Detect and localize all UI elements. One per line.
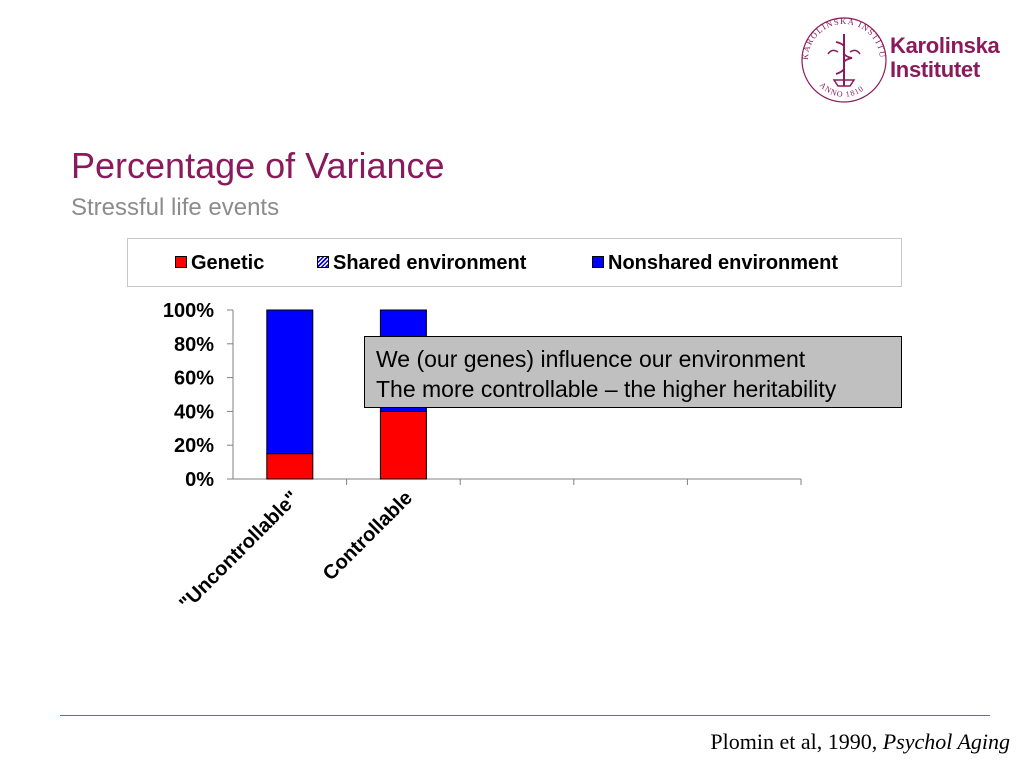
citation: Plomin et al, 1990, Psychol Aging <box>710 729 1010 755</box>
y-axis: 0% 20% 40% 60% 80% 100% <box>163 300 234 491</box>
y-tick-label: 40% <box>174 401 214 423</box>
karolinska-seal-icon: KAROLINSKA INSTITUTET ANNO 1810 <box>798 14 887 103</box>
logo-name-line1: Karolinska <box>890 33 1000 58</box>
logo-name-line2: Institutet <box>890 57 980 82</box>
legend-item-shared-environment: Shared environment <box>317 252 526 274</box>
page-subtitle: Stressful life events <box>71 194 280 221</box>
legend-item-nonshared-environment: Nonshared environment <box>592 252 838 274</box>
citation-journal: Psychol Aging <box>882 729 1010 754</box>
category-labels: "Uncontrollable" Controllable <box>175 487 417 615</box>
callout-line2: The more controllable – the higher herit… <box>376 376 837 402</box>
y-tick-label: 0% <box>185 469 214 491</box>
stacked-bar-chart: 0% 20% 40% 60% 80% 100% "Uncontrollable" Contr… <box>163 300 802 615</box>
citation-authors: Plomin et al, 1990, <box>710 729 883 754</box>
callout-box: We (our genes) influence our environment… <box>364 336 902 408</box>
bar-segment-nonshared-environment-1 <box>266 309 314 455</box>
y-tick-label: 60% <box>174 368 214 390</box>
y-tick-label: 100% <box>163 300 214 322</box>
legend-swatch-nonshared-environment <box>592 256 604 268</box>
legend-label-shared-environment: Shared environment <box>333 252 527 274</box>
legend-swatch-shared-environment <box>317 256 329 268</box>
karolinska-logo: KAROLINSKA INSTITUTET ANNO 1810 Karolins… <box>798 14 1008 106</box>
legend-item-genetic: Genetic <box>175 252 264 274</box>
x-axis <box>233 478 802 485</box>
bar-segment-genetic-1 <box>266 453 314 480</box>
category-label: Controllable <box>319 487 417 585</box>
chart-legend: Genetic Shared environment Nonshared env… <box>127 238 902 287</box>
y-tick-label: 20% <box>174 435 214 457</box>
callout-line1: We (our genes) influence our environment <box>376 346 806 372</box>
y-tick-label: 80% <box>174 334 214 356</box>
legend-swatch-genetic <box>175 256 187 268</box>
bar-segment-genetic-2 <box>379 410 427 480</box>
legend-label-genetic: Genetic <box>191 252 265 274</box>
legend-label-nonshared-environment: Nonshared environment <box>608 252 839 274</box>
page-title: Percentage of Variance <box>71 145 445 186</box>
footer-divider <box>60 715 990 716</box>
category-label: "Uncontrollable" <box>175 487 303 615</box>
